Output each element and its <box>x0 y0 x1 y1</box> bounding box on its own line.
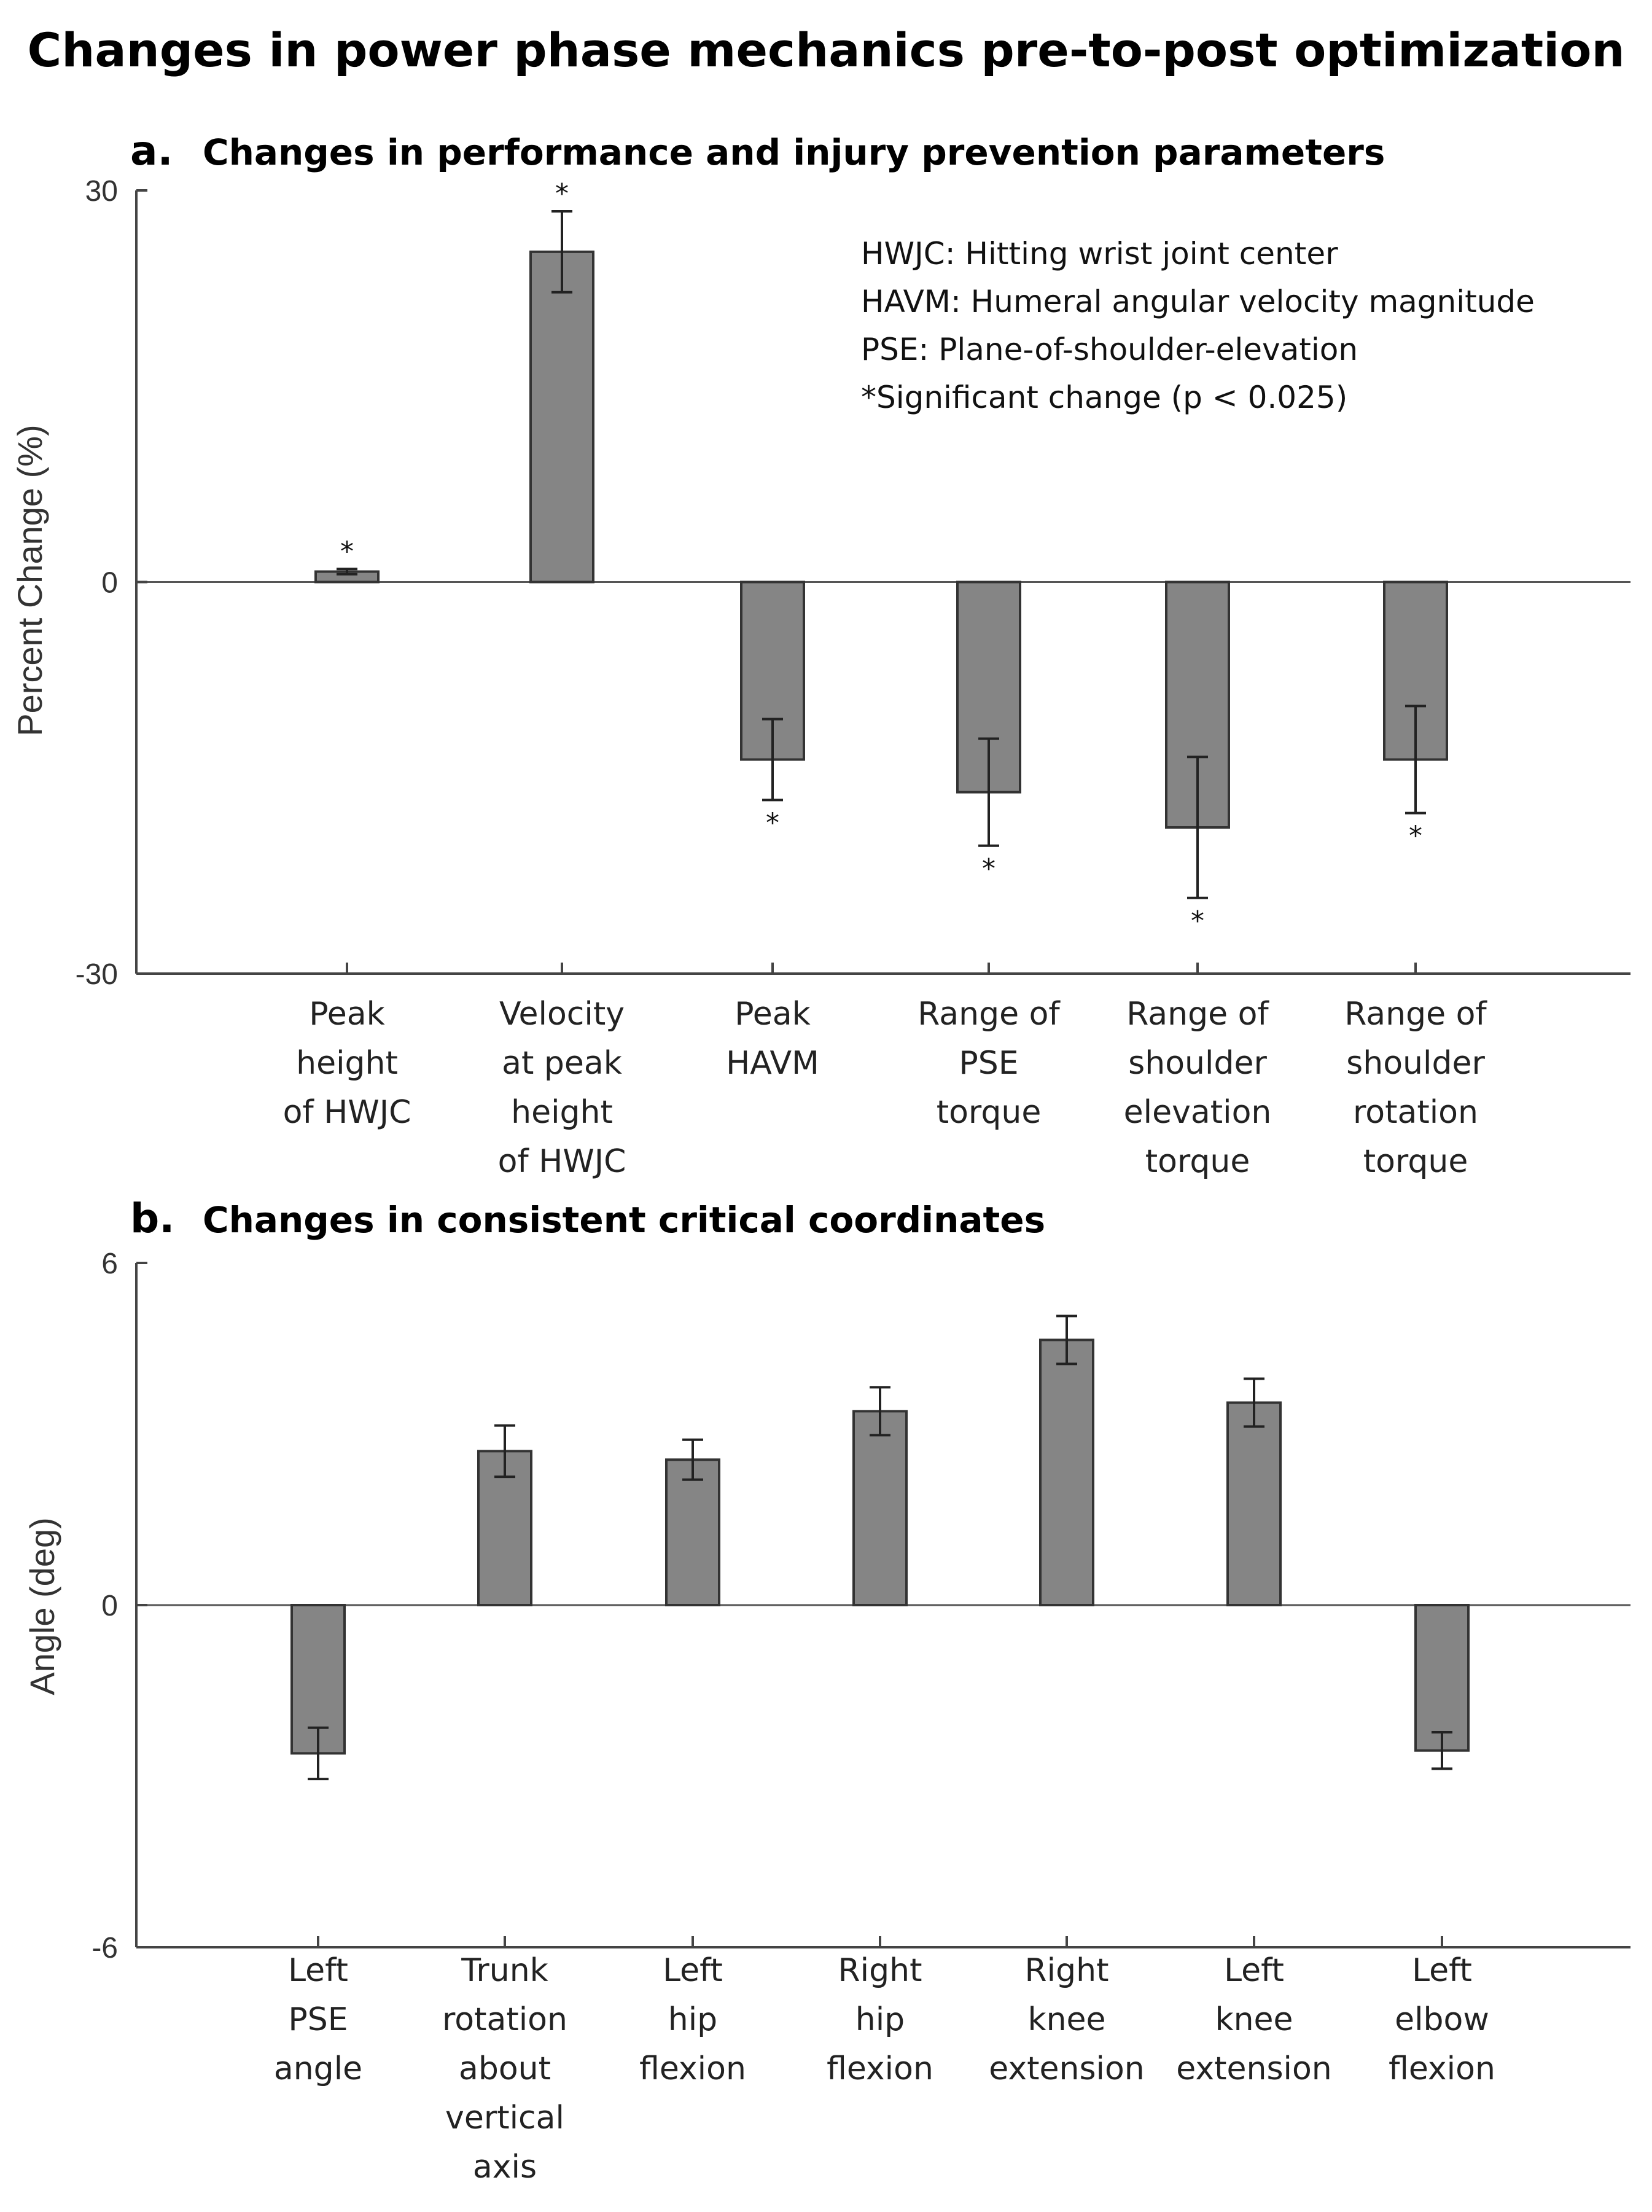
legend-note: *Significant change (p < 0.025) <box>861 380 1347 415</box>
bar <box>665 1458 720 1606</box>
category-label: Range of shoulder rotation torque <box>1344 996 1487 1180</box>
bar <box>1414 1604 1470 1752</box>
significance-marker: * <box>982 853 995 885</box>
y-tick-label: -30 <box>76 958 118 991</box>
significance-marker: * <box>1409 821 1422 852</box>
category-label: Left elbow flexion <box>1389 1952 1495 2087</box>
legend-note: PSE: Plane-of-shoulder-elevation <box>861 332 1358 367</box>
significance-marker: * <box>766 807 779 838</box>
bar <box>1226 1401 1282 1606</box>
significance-marker: * <box>340 536 354 567</box>
y-tick-label: -6 <box>92 1932 118 1964</box>
category-label: Peak height of HWJC <box>283 996 411 1131</box>
significance-marker: * <box>555 178 569 209</box>
bar <box>1039 1339 1094 1606</box>
category-label: Left PSE angle <box>274 1952 362 2087</box>
significance-marker: * <box>1191 905 1204 937</box>
y-tick-label: 0 <box>101 567 118 600</box>
panel-a-letter: a. <box>130 127 173 174</box>
y-tick-label: 6 <box>101 1248 118 1280</box>
category-label: Velocity at peak height of HWJC <box>498 996 626 1180</box>
legend-note: HAVM: Humeral angular velocity magnitude <box>861 284 1535 319</box>
y-tick-label: 0 <box>101 1590 118 1622</box>
category-label: Left hip flexion <box>639 1952 746 2087</box>
category-label: Peak HAVM <box>726 996 819 1082</box>
category-label: Right knee extension <box>989 1952 1145 2087</box>
panel-a-title: Changes in performance and injury preven… <box>203 131 1385 173</box>
bar <box>529 250 594 584</box>
y-tick-label: 30 <box>85 175 118 208</box>
panel-a-y-axis-label: Percent Change (%) <box>10 424 49 736</box>
category-label: Right hip flexion <box>827 1952 933 2087</box>
category-label: Range of shoulder elevation torque <box>1124 996 1272 1180</box>
panel-b-y-axis-label: Angle (deg) <box>23 1517 61 1695</box>
category-label: Range of PSE torque <box>918 996 1061 1131</box>
category-label: Trunk rotation about vertical axis <box>442 1952 567 2186</box>
category-label: Left knee extension <box>1176 1952 1332 2087</box>
panel-a-legend: HWJC: Hitting wrist joint center HAVM: H… <box>861 236 1535 415</box>
panel-b-letter: b. <box>130 1195 174 1242</box>
panel-b-title: Changes in consistent critical coordinat… <box>203 1199 1045 1241</box>
figure-title: Changes in power phase mechanics pre-to-… <box>27 23 1624 77</box>
bar <box>852 1410 908 1607</box>
legend-note: HWJC: Hitting wrist joint center <box>861 236 1338 272</box>
panel-a: a. Changes in performance and injury pre… <box>10 127 1631 1180</box>
panel-b: b. Changes in consistent critical coordi… <box>23 1195 1631 2186</box>
